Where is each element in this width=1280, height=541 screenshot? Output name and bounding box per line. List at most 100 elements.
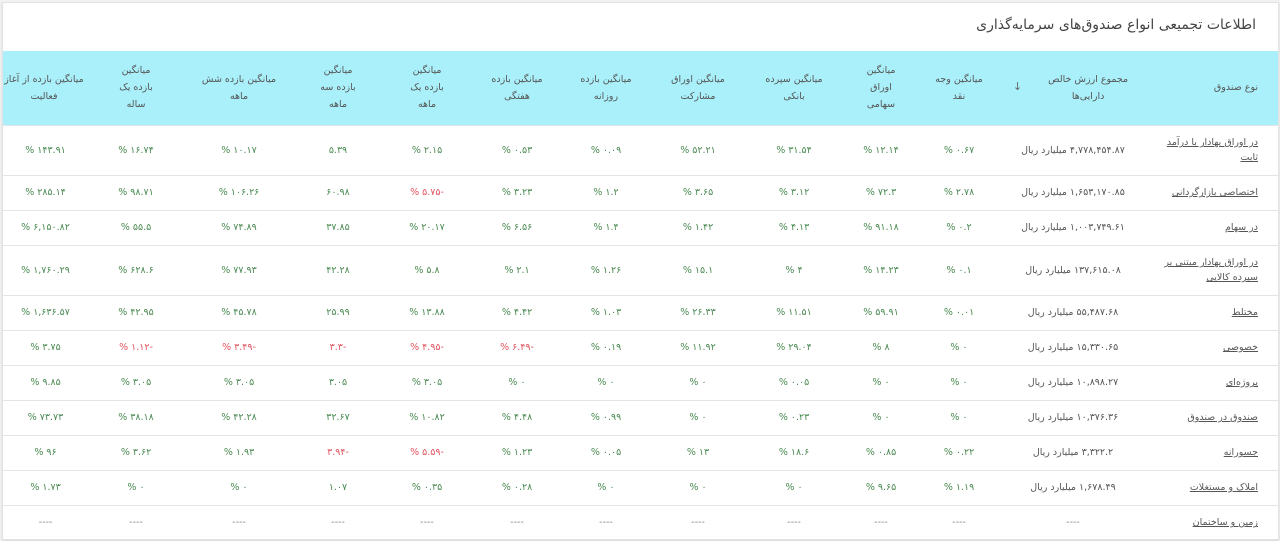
deposit-cell: ۳۱.۵۴ % bbox=[746, 124, 842, 175]
deposit-cell: ۰.۰۵ % bbox=[746, 364, 842, 400]
m3-cell: ۲۵.۹۹ bbox=[294, 294, 382, 330]
weekly-cell: ۴.۴۸ % bbox=[472, 399, 562, 435]
fund-type-link[interactable]: در اوراق بهادار مبتنی بر سپرده کالایی bbox=[1164, 257, 1258, 283]
fund-type-link[interactable]: مختلط bbox=[1231, 307, 1258, 318]
m1-cell: -۵.۵۹ % bbox=[382, 434, 472, 470]
m1-cell: ۰.۳۵ % bbox=[382, 469, 472, 505]
daily-cell: ۰.۱۹ % bbox=[562, 329, 650, 365]
fund-type-cell: در اوراق بهادار مبتنی بر سپرده کالایی bbox=[1148, 244, 1278, 295]
weekly-cell: ---- bbox=[472, 504, 562, 539]
cash-cell: ۰ % bbox=[920, 364, 998, 400]
col-header-3m-label: میانگین بازده سه ماهه bbox=[320, 65, 356, 111]
deposit-cell: ۳.۱۲ % bbox=[746, 174, 842, 210]
table-row: زمین و ساختمان ---- ---- ---- ---- ---- ---- --… bbox=[3, 504, 1278, 539]
fund-type-cell: در سهام bbox=[1148, 209, 1278, 245]
fund-type-link[interactable]: در اوراق بهادار با درآمد ثابت bbox=[1166, 137, 1258, 163]
cash-cell: ۰.۱ % bbox=[920, 244, 998, 295]
nav-cell: ۴,۷۷۸,۴۵۴.۸۷ میلیارد ریال bbox=[998, 124, 1148, 175]
weekly-cell: ۰.۲۸ % bbox=[472, 469, 562, 505]
since-cell: ۹۶ % bbox=[3, 434, 88, 470]
cash-cell: ۲.۷۸ % bbox=[920, 174, 998, 210]
m3-cell: -۳.۳ bbox=[294, 329, 382, 365]
y1-cell: -۱.۱۲ % bbox=[88, 329, 184, 365]
m1-cell: ۲.۱۵ % bbox=[382, 124, 472, 175]
daily-cell: ۱.۲۶ % bbox=[562, 244, 650, 295]
fund-type-link[interactable]: صندوق در صندوق bbox=[1187, 412, 1258, 423]
m6-cell: ۱.۹۳ % bbox=[184, 434, 294, 470]
nav-cell: ۱۰,۳۷۶.۳۶ میلیارد ریال bbox=[998, 399, 1148, 435]
since-cell: ۳.۷۵ % bbox=[3, 329, 88, 365]
m3-cell: ۱.۰۷ bbox=[294, 469, 382, 505]
fund-type-cell: اختصاصی بازارگردانی bbox=[1148, 174, 1278, 210]
weekly-cell: ۲.۱ % bbox=[472, 244, 562, 295]
deposit-cell: ۰ % bbox=[746, 469, 842, 505]
table-row: مختلط ۵۵,۴۸۷.۶۸ میلیارد ریال ۰.۰۱ % ۵۹.۹۱ %… bbox=[3, 294, 1278, 330]
fund-type-link[interactable]: اختصاصی بازارگردانی bbox=[1171, 187, 1258, 198]
nav-cell: ۳,۳۲۲.۲ میلیارد ریال bbox=[998, 434, 1148, 470]
weekly-cell: ۴.۴۲ % bbox=[472, 294, 562, 330]
daily-cell: ۰.۰۵ % bbox=[562, 434, 650, 470]
y1-cell: ۶۲۸.۶ % bbox=[88, 244, 184, 295]
fund-type-cell: پروژه‌ای bbox=[1148, 364, 1278, 400]
fund-type-link[interactable]: املاک و مستغلات bbox=[1189, 482, 1258, 493]
fund-type-link[interactable]: پروژه‌ای bbox=[1225, 377, 1258, 388]
m3-cell: ۳۷.۸۵ bbox=[294, 209, 382, 245]
col-header-cash[interactable]: میانگین وجه نقد bbox=[920, 51, 998, 125]
col-header-3m[interactable]: میانگین بازده سه ماهه bbox=[294, 51, 382, 125]
bonds-cell: ۱.۴۲ % bbox=[650, 209, 746, 245]
weekly-cell: ۱.۲۳ % bbox=[472, 434, 562, 470]
daily-cell: ۱.۲ % bbox=[562, 174, 650, 210]
col-header-stock[interactable]: میانگین اوراق سهامی bbox=[842, 51, 920, 125]
col-header-6m[interactable]: میانگین بازده شش ماهه bbox=[184, 51, 294, 125]
table-row: املاک و مستغلات ۱,۶۷۸.۴۹ میلیارد ریال ۱.۱۹… bbox=[3, 469, 1278, 505]
col-header-weekly[interactable]: میانگین بازده هفتگی bbox=[472, 51, 562, 125]
since-cell: ۱,۶۳۶.۵۷ % bbox=[3, 294, 88, 330]
fund-type-cell: جسورانه bbox=[1148, 434, 1278, 470]
m1-cell: ۲۰.۱۷ % bbox=[382, 209, 472, 245]
deposit-cell: ۰.۲۳ % bbox=[746, 399, 842, 435]
since-cell: ۱۴۳.۹۱ % bbox=[3, 124, 88, 175]
table-row: جسورانه ۳,۳۲۲.۲ میلیارد ریال ۰.۲۲ % ۰.۸۵ % ۱… bbox=[3, 434, 1278, 470]
col-header-daily[interactable]: میانگین بازده روزانه bbox=[562, 51, 650, 125]
weekly-cell: ۶.۵۶ % bbox=[472, 209, 562, 245]
stock-cell: ۵۹.۹۱ % bbox=[842, 294, 920, 330]
stock-cell: ۰.۸۵ % bbox=[842, 434, 920, 470]
col-header-since-label: میانگین بازده از آغاز فعالیت bbox=[4, 73, 84, 102]
cash-cell: ۰ % bbox=[920, 399, 998, 435]
col-header-total-nav[interactable]: مجموع ارزش خالص دارایی‌ها ↓ bbox=[998, 51, 1148, 125]
fund-type-cell: صندوق در صندوق bbox=[1148, 399, 1278, 435]
col-header-since-inception[interactable]: میانگین بازده از آغاز فعالیت bbox=[3, 51, 88, 125]
nav-cell: ۱,۶۵۳,۱۷۰.۸۵ میلیارد ریال bbox=[998, 174, 1148, 210]
bonds-cell: ۱۵.۱ % bbox=[650, 244, 746, 295]
fund-type-link[interactable]: خصوصی bbox=[1222, 342, 1258, 353]
col-header-stock-label: میانگین اوراق سهامی bbox=[866, 65, 896, 111]
m3-cell: ۴۲.۲۸ bbox=[294, 244, 382, 295]
m6-cell: ۳.۰۵ % bbox=[184, 364, 294, 400]
sort-down-arrow-icon[interactable]: ↓ bbox=[1012, 80, 1023, 94]
nav-cell: ---- bbox=[998, 504, 1148, 539]
col-header-fund-type[interactable]: نوع صندوق bbox=[1213, 82, 1258, 94]
fund-type-link[interactable]: جسورانه bbox=[1223, 447, 1258, 458]
m3-cell: ۳.۰۵ bbox=[294, 364, 382, 400]
deposit-cell: ۱۸.۶ % bbox=[746, 434, 842, 470]
fund-type-link[interactable]: زمین و ساختمان bbox=[1192, 517, 1258, 529]
cash-cell: ۱.۱۹ % bbox=[920, 469, 998, 505]
col-header-1y[interactable]: میانگین بازده یک ساله bbox=[88, 51, 184, 125]
deposit-cell: ۴.۱۳ % bbox=[746, 209, 842, 245]
m6-cell: ۷۷.۹۳ % bbox=[184, 244, 294, 295]
col-header-bonds[interactable]: میانگین اوراق مشارکت bbox=[650, 51, 746, 125]
fund-type-link[interactable]: در سهام bbox=[1225, 222, 1258, 233]
y1-cell: ۳.۰۵ % bbox=[88, 364, 184, 400]
m3-cell: -۳.۹۴ bbox=[294, 434, 382, 470]
col-header-deposit[interactable]: میانگین سپرده بانکی bbox=[746, 51, 842, 125]
y1-cell: ۰ % bbox=[88, 469, 184, 505]
cash-cell: ۰.۲ % bbox=[920, 209, 998, 245]
y1-cell: ۵۵.۵ % bbox=[88, 209, 184, 245]
y1-cell: ۹۸.۷۱ % bbox=[88, 174, 184, 210]
daily-cell: ۰ % bbox=[562, 469, 650, 505]
nav-cell: ۱,۰۰۳,۷۴۹.۶۱ میلیارد ریال bbox=[998, 209, 1148, 245]
stock-cell: ۸ % bbox=[842, 329, 920, 365]
col-header-1m[interactable]: میانگین بازده یک ماهه bbox=[382, 51, 472, 125]
m1-cell: ۱۳.۸۸ % bbox=[382, 294, 472, 330]
table-row: اختصاصی بازارگردانی ۱,۶۵۳,۱۷۰.۸۵ میلیارد … bbox=[3, 174, 1278, 210]
